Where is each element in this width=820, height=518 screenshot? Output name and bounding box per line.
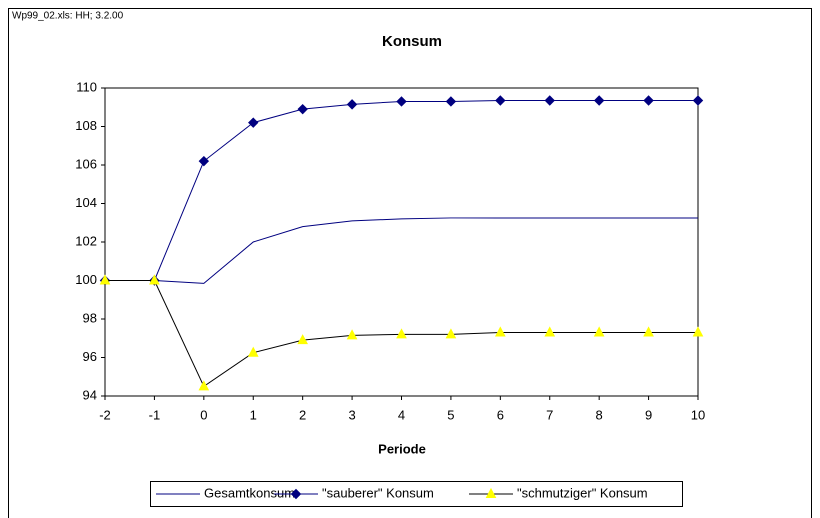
x-tick-label: 10	[691, 407, 705, 422]
x-tick-label: 4	[398, 407, 405, 422]
data-point	[346, 329, 358, 340]
series-line	[105, 217, 698, 284]
y-tick-label: 110	[76, 79, 97, 94]
data-point	[445, 96, 457, 107]
data-point	[198, 155, 210, 167]
data-point	[396, 328, 407, 339]
legend	[150, 481, 683, 507]
y-tick-label: 94	[83, 387, 97, 402]
y-tick-label: 96	[83, 349, 97, 364]
data-point	[643, 95, 654, 106]
data-point	[198, 380, 210, 391]
data-point	[643, 326, 654, 337]
x-tick-label: 9	[645, 407, 652, 422]
data-point	[247, 346, 259, 357]
y-tick-label: 98	[83, 310, 97, 325]
data-point	[692, 326, 704, 337]
y-tick-label: 102	[75, 233, 97, 248]
x-tick-label: 0	[200, 407, 207, 422]
data-point	[248, 117, 259, 128]
x-tick-label: 3	[348, 407, 355, 422]
data-point	[495, 326, 506, 337]
source-note: Wp99_02.xls: HH; 3.2.00	[12, 11, 124, 22]
x-tick-label: 8	[596, 407, 603, 422]
x-tick-label: 1	[250, 407, 257, 422]
plot-area	[104, 87, 699, 397]
y-tick-label: 100	[75, 272, 97, 287]
data-point	[346, 99, 358, 110]
x-tick-label: 5	[447, 407, 454, 422]
y-tick-label: 106	[75, 156, 97, 171]
legend-label: "schmutziger" Konsum	[517, 485, 648, 500]
data-point	[544, 326, 556, 337]
legend-label: Gesamtkonsum	[204, 485, 295, 500]
data-point	[495, 95, 506, 106]
x-axis-label: Periode	[378, 441, 426, 456]
chart-title: Konsum	[382, 33, 442, 50]
series-line	[105, 100, 698, 281]
x-tick-label: -2	[99, 407, 111, 422]
chart-frame	[8, 8, 812, 518]
x-tick-label: 7	[546, 407, 553, 422]
data-point	[149, 274, 160, 285]
x-tick-label: 6	[497, 407, 504, 422]
data-point	[396, 96, 407, 107]
x-tick-label: -1	[149, 407, 161, 422]
data-point	[297, 334, 308, 345]
data-point	[593, 95, 605, 106]
data-point	[297, 103, 308, 115]
y-tick-label: 104	[75, 195, 97, 210]
legend-marker	[485, 487, 497, 498]
legend-label: "sauberer" Konsum	[322, 485, 434, 500]
data-point	[445, 328, 457, 339]
data-point	[544, 95, 555, 106]
data-point	[99, 274, 111, 285]
x-tick-label: 2	[299, 407, 306, 422]
data-point	[593, 326, 605, 337]
y-tick-label: 108	[75, 118, 97, 133]
data-point	[692, 95, 704, 106]
legend-marker	[290, 488, 302, 500]
